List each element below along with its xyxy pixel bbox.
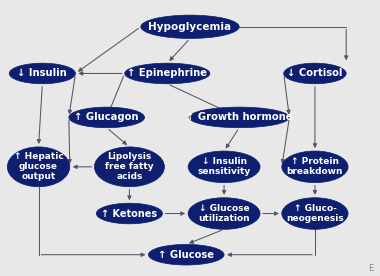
Ellipse shape: [189, 107, 290, 128]
Ellipse shape: [282, 151, 348, 183]
Text: ↓ Cortisol: ↓ Cortisol: [287, 68, 343, 78]
Text: Lipolysis
free fatty
acids: Lipolysis free fatty acids: [105, 152, 154, 181]
Text: ↓ Glucose
utilization: ↓ Glucose utilization: [198, 204, 250, 223]
Ellipse shape: [282, 198, 348, 229]
Text: ↑ Glucose: ↑ Glucose: [158, 250, 214, 260]
Text: ↑ Growth hormone: ↑ Growth hormone: [186, 112, 293, 122]
Ellipse shape: [141, 15, 239, 38]
Ellipse shape: [284, 63, 346, 84]
Text: ↑ Protein
breakdown: ↑ Protein breakdown: [287, 157, 343, 176]
Text: ↓ Insulin
sensitivity: ↓ Insulin sensitivity: [198, 157, 251, 176]
Ellipse shape: [69, 107, 144, 128]
Text: ↑ Gluco-
neogenesis: ↑ Gluco- neogenesis: [286, 204, 344, 223]
Text: ↓ Insulin: ↓ Insulin: [17, 68, 67, 78]
Ellipse shape: [188, 198, 260, 229]
Text: Hypoglycemia: Hypoglycemia: [149, 22, 231, 32]
Ellipse shape: [125, 63, 210, 84]
Ellipse shape: [148, 245, 224, 265]
Text: ↑ Epinephrine: ↑ Epinephrine: [127, 68, 207, 78]
Text: ↑ Hepatic
glucose
output: ↑ Hepatic glucose output: [14, 152, 63, 181]
Ellipse shape: [94, 147, 165, 187]
Ellipse shape: [7, 147, 70, 187]
Text: E: E: [368, 264, 374, 273]
Text: ↑ Ketones: ↑ Ketones: [101, 209, 157, 219]
Ellipse shape: [96, 203, 163, 224]
Ellipse shape: [9, 63, 76, 84]
Text: ↑ Glucagon: ↑ Glucagon: [74, 112, 139, 122]
Ellipse shape: [188, 151, 260, 183]
